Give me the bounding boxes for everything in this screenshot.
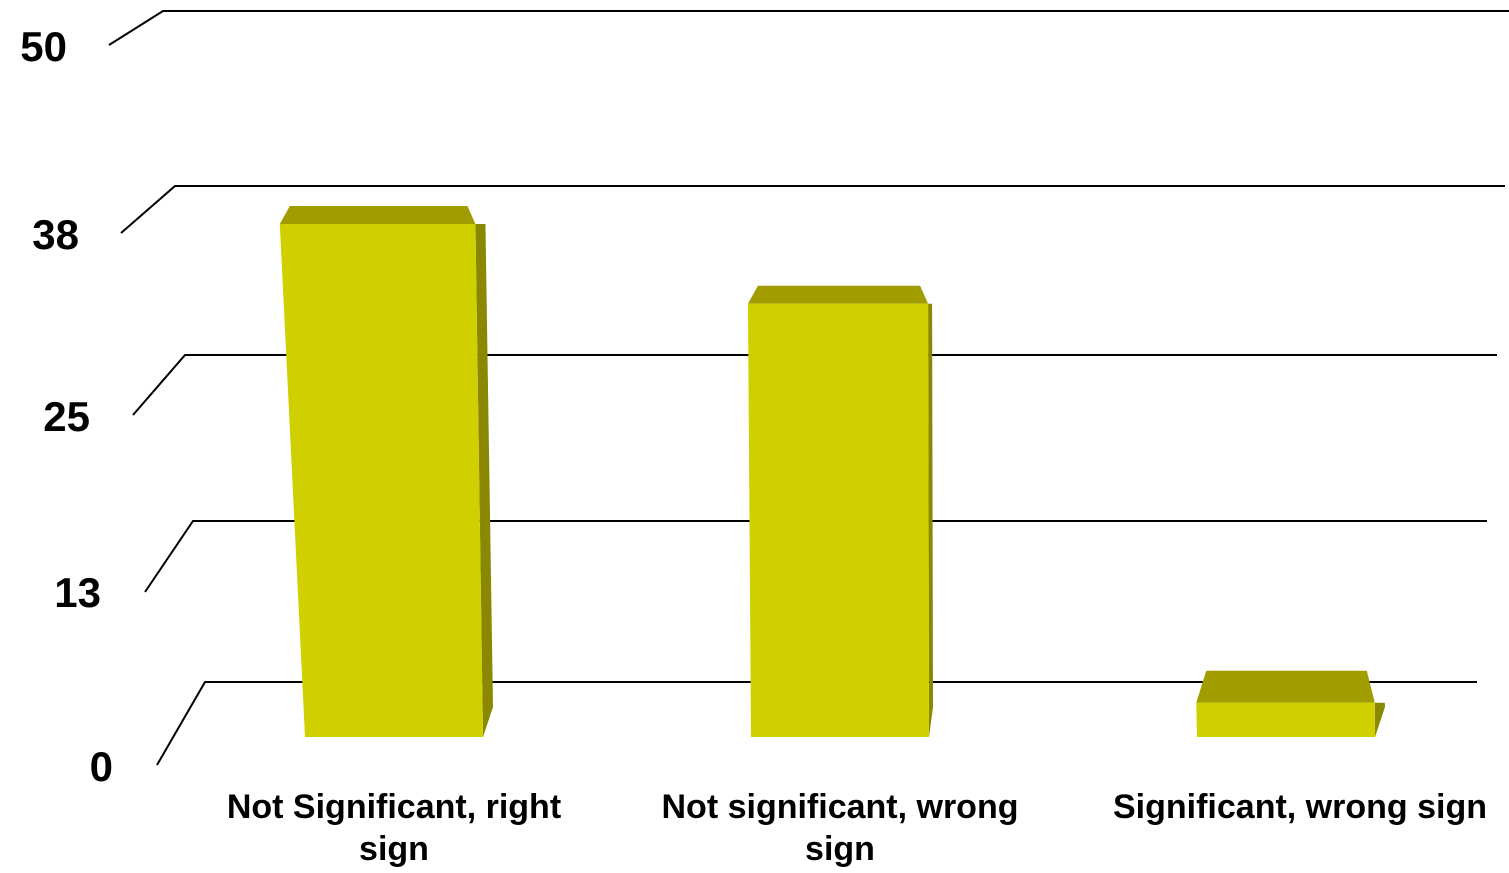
bar-top — [1196, 670, 1375, 703]
bar — [279, 224, 483, 737]
y-tick-label: 50 — [20, 23, 67, 70]
x-tick-label-line: Not significant, wrong — [662, 788, 1019, 826]
gridline — [132, 354, 1497, 416]
bar-side — [928, 303, 933, 737]
y-tick-label: 0 — [90, 743, 113, 790]
x-tick-label-line: sign — [359, 830, 429, 868]
gridlines — [108, 10, 1509, 766]
y-tick-label: 13 — [54, 569, 101, 616]
bar-side — [1374, 702, 1385, 737]
bar — [1196, 702, 1375, 737]
gridline — [156, 681, 1477, 766]
bar-top — [279, 206, 476, 224]
gridline — [108, 10, 1509, 46]
gridline — [120, 185, 1505, 234]
bar-top — [747, 285, 929, 304]
x-tick-label: Not significant, wrong sign — [662, 788, 1019, 868]
bar — [747, 303, 929, 737]
x-tick-label-line: Not Significant, right — [227, 788, 561, 826]
y-tick-label: 38 — [32, 211, 79, 258]
y-tick-label: 25 — [43, 393, 90, 440]
bars — [279, 206, 1385, 737]
x-tick-label: Significant, wrong sign — [1113, 788, 1487, 826]
bar-side — [475, 224, 493, 737]
x-tick-label: Not Significant, right sign — [227, 788, 561, 868]
x-tick-label-line: Significant, wrong sign — [1113, 788, 1487, 826]
gridline — [144, 520, 1487, 593]
x-tick-label-line: sign — [805, 830, 875, 868]
